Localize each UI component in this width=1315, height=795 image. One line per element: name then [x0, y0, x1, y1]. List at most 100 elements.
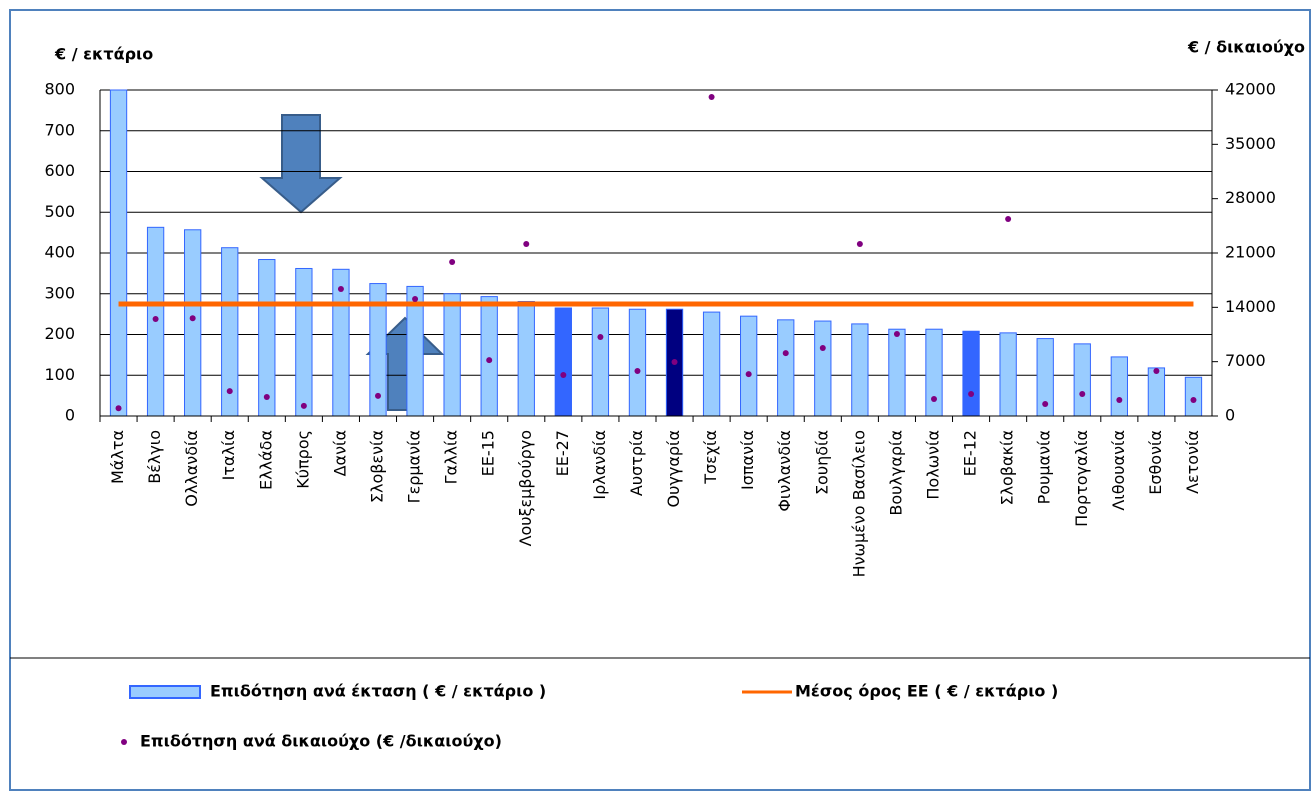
legend-label: Μέσος όρος ΕΕ ( € / εκτάριο ) [795, 682, 1058, 701]
point [893, 331, 900, 338]
bar [999, 332, 1017, 417]
x-tick-label: Τσεχία [701, 430, 720, 485]
y-tick-label: 200 [44, 324, 75, 343]
point [375, 392, 381, 399]
bar [1110, 356, 1128, 417]
point [745, 371, 752, 378]
x-tick-label: Πολωνία [924, 430, 943, 500]
point [300, 402, 307, 409]
x-tick-label: Ιταλία [219, 430, 238, 480]
point [856, 240, 863, 247]
legend-swatch [129, 685, 201, 699]
down-arrow [259, 114, 343, 214]
y-axis-title: € / εκτάριο [54, 45, 153, 64]
point [337, 286, 344, 293]
bar [628, 308, 647, 417]
bar [591, 307, 610, 417]
legend-swatch [121, 739, 127, 745]
bar [517, 300, 535, 417]
y2-tick-label: 28000 [1225, 188, 1276, 207]
point [189, 315, 196, 322]
bar [184, 229, 202, 417]
point [449, 259, 456, 266]
bar [258, 259, 276, 417]
x-tick-label: Ελλάδα [256, 430, 275, 490]
point [1042, 400, 1049, 407]
x-tick-label: Κύπρος [293, 430, 312, 489]
y-tick-label: 600 [44, 161, 75, 180]
point [819, 345, 826, 352]
x-tick-label: Ουγγαρία [664, 430, 683, 507]
point [1190, 397, 1197, 404]
bar [851, 323, 869, 417]
x-tick-label: Ιρλανδία [590, 430, 609, 500]
x-tick-label: Εσθονία [1146, 430, 1165, 495]
point [968, 391, 975, 398]
bar [109, 89, 128, 417]
x-tick-label: ΕΕ-12 [961, 430, 980, 476]
point [486, 357, 493, 364]
y2-axis-title: € / δικαιούχο [1187, 38, 1305, 57]
point [412, 296, 419, 303]
point [1153, 367, 1160, 374]
bar [702, 311, 721, 417]
point [523, 240, 530, 247]
y-tick-label: 100 [44, 365, 75, 384]
x-tick-label: Πορτογαλία [1072, 430, 1091, 527]
point [560, 372, 567, 379]
point [1005, 216, 1012, 223]
x-tick-label: Μάλτα [108, 430, 127, 484]
point [226, 388, 233, 395]
y2-tick-label: 42000 [1225, 80, 1276, 99]
y2-tick-label: 35000 [1225, 134, 1276, 153]
x-tick-label: Σλοβακία [998, 430, 1017, 506]
x-tick-label: Αυστρία [627, 430, 646, 496]
x-tick-label: Λουξεμβούργο [516, 430, 535, 546]
point [1079, 391, 1086, 398]
x-tick-label: Βέλγιο [145, 430, 164, 484]
y-tick-label: 800 [44, 80, 75, 99]
x-tick-label: Γαλλία [442, 430, 461, 484]
x-tick-label: Γερμανία [405, 430, 424, 503]
legend-label: Επιδότηση ανά έκταση ( € / εκτάριο ) [210, 682, 546, 701]
bar [740, 315, 758, 417]
point [782, 350, 789, 357]
x-tick-label: Σουηδία [812, 430, 831, 495]
bar [480, 296, 498, 417]
x-tick-label: Ηνωμένο Βασίλειο [849, 430, 868, 577]
y-tick-label: 300 [44, 283, 75, 302]
point [1116, 397, 1123, 404]
point [634, 367, 641, 374]
bar [554, 307, 572, 417]
y-tick-label: 400 [44, 243, 75, 262]
point [671, 358, 678, 365]
x-tick-label: Λιθουανία [1109, 430, 1128, 511]
bar [443, 293, 461, 417]
x-tick-label: Ισπανία [738, 430, 757, 490]
y2-tick-label: 7000 [1225, 351, 1266, 370]
bar [888, 328, 906, 417]
bar [925, 328, 943, 417]
bar [962, 330, 980, 417]
bar [1147, 367, 1166, 417]
point [931, 396, 937, 403]
bar [814, 320, 832, 417]
x-tick-label: ΕΕ-27 [553, 430, 572, 476]
y-tick-label: 500 [44, 202, 75, 221]
x-tick-label: Φινλανδία [775, 430, 794, 512]
x-tick-label: Δανία [330, 430, 349, 476]
x-tick-label: ΕΕ-15 [479, 430, 498, 476]
y2-tick-label: 21000 [1225, 243, 1276, 262]
bar [295, 267, 313, 417]
x-tick-label: Σλοβενία [368, 430, 387, 503]
y2-tick-label: 0 [1225, 406, 1235, 425]
y-tick-label: 0 [65, 406, 75, 425]
bar [1073, 343, 1091, 417]
x-tick-label: Ρουμανία [1035, 430, 1054, 504]
x-tick-label: Λετονία [1183, 430, 1202, 494]
point [115, 405, 122, 412]
point [708, 93, 715, 100]
bar [1184, 376, 1203, 417]
x-tick-label: Ολλανδία [182, 430, 201, 507]
